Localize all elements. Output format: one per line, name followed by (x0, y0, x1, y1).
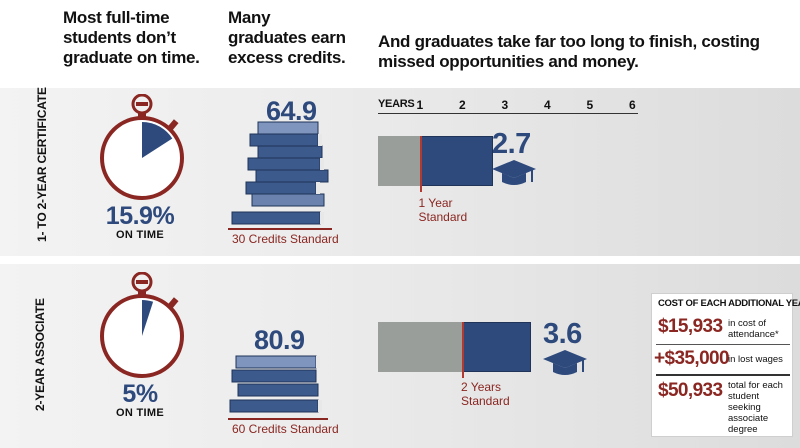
on-time-percent: 5% (122, 380, 158, 408)
standard-years-label: 2 Years Standard (461, 380, 510, 408)
cost-description: in cost of attendance* (728, 318, 779, 340)
x-axis-line (378, 113, 638, 114)
cost-description: in lost wages (728, 354, 783, 365)
cost-divider (656, 374, 790, 376)
x-tick-label: 3 (501, 98, 509, 112)
on-time-wedge (142, 121, 173, 158)
heading-excess-credits: Many graduates earn excess credits. (228, 8, 346, 67)
cost-box-title: COST OF EACH ADDITIONAL YEAR (658, 298, 800, 309)
on-time-stat: 15.9% ON TIME (92, 202, 188, 242)
standard-marker (419, 136, 422, 192)
stopwatch-icon (100, 272, 184, 378)
heading-on-time: Most full-time students don’t graduate o… (63, 8, 200, 67)
row-label-certificate: 1- TO 2-YEAR CERTIFICATE (35, 87, 49, 242)
on-time-label: ON TIME (116, 229, 164, 241)
on-time-stat: 5% ON TIME (100, 380, 180, 420)
credits-earned: 80.9 (254, 325, 305, 355)
heading-time-cost: And graduates take far too long to finis… (378, 32, 760, 71)
axis-label-years: YEARS (378, 98, 415, 110)
x-tick-label: 4 (544, 98, 551, 112)
bar-standard-part (378, 322, 463, 372)
credits-standard-line (228, 418, 328, 420)
bar-value-label: 3.6 (543, 318, 582, 350)
x-tick-label: 6 (629, 98, 636, 112)
book-stack-icon (229, 355, 322, 413)
on-time-percent: 15.9% (105, 202, 175, 230)
bar-value-label: 2.7 (492, 128, 531, 160)
cost-box: COST OF EACH ADDITIONAL YEAR $15,933 in … (651, 293, 800, 437)
x-tick-label: 2 (459, 98, 466, 112)
credits-earned: 64.9 (266, 96, 317, 126)
cost-amount: $15,933 (658, 316, 723, 337)
cost-description: total for each student seeking associate… (728, 380, 783, 435)
x-tick-label: 1 (416, 98, 424, 112)
on-time-wedge (142, 300, 154, 336)
credits-standard-label: 30 Credits Standard (232, 232, 339, 246)
graduation-cap-icon (543, 350, 587, 375)
bar-excess-part (463, 322, 531, 372)
credits-standard-label: 60 Credits Standard (232, 422, 339, 436)
cost-total-amount: $50,933 (658, 380, 723, 401)
x-tick-label: 5 (586, 98, 594, 112)
standard-marker (462, 322, 464, 378)
on-time-label: ON TIME (116, 407, 164, 419)
book-stack-icon (231, 121, 329, 225)
cost-amount: +$35,000 (654, 348, 730, 369)
credits-standard-line (228, 228, 332, 230)
bar-standard-part (378, 136, 421, 186)
standard-years-label: 1 Year Standard (418, 196, 468, 224)
bar-excess-part (420, 136, 493, 186)
row-label-associate: 2-YEAR ASSOCIATE (33, 298, 47, 411)
stopwatch-icon (100, 94, 184, 200)
graduation-cap-icon (492, 160, 536, 185)
cost-divider (656, 344, 790, 345)
